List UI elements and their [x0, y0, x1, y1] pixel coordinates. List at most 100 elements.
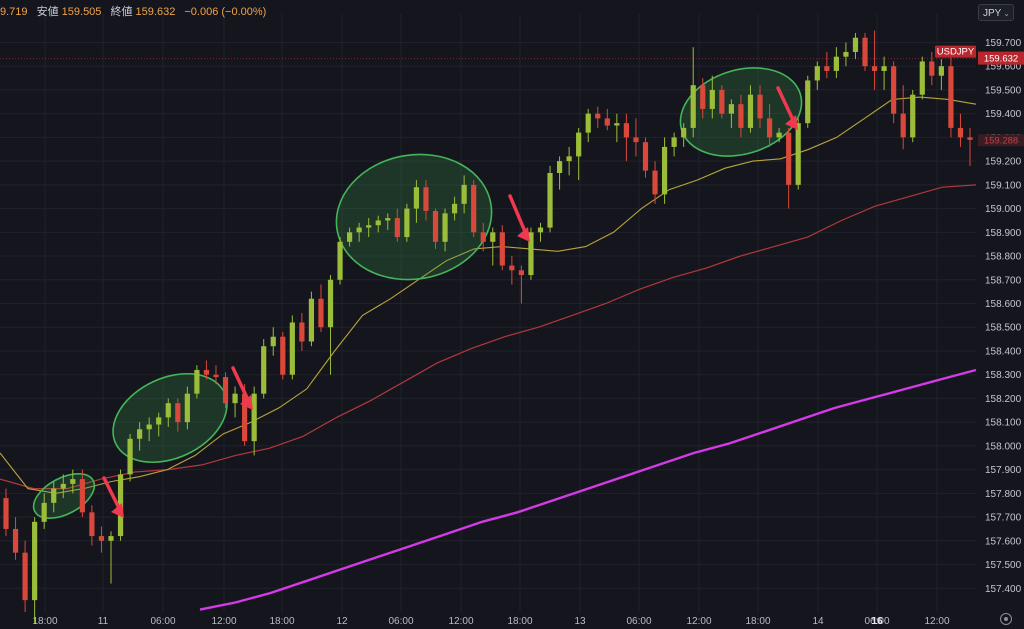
- candle-body: [929, 61, 935, 76]
- candle-body: [366, 225, 372, 228]
- candle-body: [938, 66, 944, 76]
- candle-body: [891, 66, 897, 114]
- candle-body: [32, 521, 38, 601]
- candle-body: [308, 298, 315, 342]
- symbol-tag: [935, 45, 976, 58]
- price-tick-label: 157.800: [985, 489, 1022, 500]
- candle-body: [423, 187, 429, 211]
- candle-body: [232, 393, 238, 404]
- time-tick-label: 18:00: [32, 616, 57, 627]
- currency-select-value: JPY: [983, 8, 1002, 19]
- price-tick-label: 158.100: [985, 418, 1022, 429]
- candle-body: [404, 208, 410, 238]
- signal-arrow-shaft: [508, 194, 528, 236]
- candle-body: [442, 213, 448, 242]
- ma-fast-line: [0, 96, 977, 494]
- candle-body: [222, 377, 229, 404]
- candle-body: [413, 187, 420, 209]
- candle-body: [814, 66, 820, 81]
- candle-body: [795, 123, 801, 185]
- low-label: 安値: [36, 6, 59, 18]
- candle-body: [3, 498, 9, 529]
- ma-mid-line: [0, 184, 977, 490]
- candle-body: [451, 203, 458, 214]
- candle-body: [70, 479, 76, 484]
- candle-body: [60, 483, 66, 489]
- price-tick-label: 157.600: [985, 536, 1022, 547]
- candle-body: [957, 127, 964, 138]
- candle-body: [461, 184, 467, 204]
- time-tick-label: 06:00: [626, 616, 651, 627]
- candle-body: [375, 220, 381, 226]
- gear-icon[interactable]: [1000, 613, 1012, 625]
- price-tick-label: 159.000: [985, 204, 1022, 215]
- candle-body: [576, 132, 582, 157]
- candle-body: [194, 369, 200, 394]
- candle-body: [41, 502, 47, 522]
- candle-body: [327, 279, 334, 328]
- signal-arrow-head: [785, 115, 798, 130]
- candle-body: [747, 94, 754, 128]
- time-tick-label: 06:00: [864, 616, 889, 627]
- candle-body: [642, 142, 649, 171]
- price-tick-label: 159.200: [985, 157, 1022, 168]
- time-tick-label: 06:00: [150, 616, 175, 627]
- candle-body: [919, 61, 925, 95]
- candle-body: [213, 374, 219, 378]
- candle-body: [12, 528, 19, 553]
- price-tick-label: 158.800: [985, 252, 1022, 263]
- price-tick-label: 158.600: [985, 299, 1022, 310]
- candle-body: [280, 336, 286, 375]
- candle-body: [948, 66, 954, 128]
- candle-body: [614, 123, 620, 126]
- candle-body: [652, 170, 658, 195]
- candle-body: [690, 85, 696, 128]
- moving-averages: [0, 96, 977, 611]
- ref-price-label: 159.288: [984, 136, 1018, 147]
- candle-body: [337, 241, 343, 280]
- candle-body: [537, 227, 544, 233]
- candle-body: [318, 298, 324, 328]
- price-axis[interactable]: 159.700159.600159.500159.400159.300159.2…: [935, 38, 1024, 595]
- candle-body: [862, 37, 868, 67]
- candle-body: [499, 232, 505, 266]
- currency-select[interactable]: JPY ⌄: [978, 4, 1014, 21]
- candle-body: [518, 270, 525, 276]
- time-tick-label: 18:00: [507, 616, 532, 627]
- candles: [3, 30, 973, 624]
- ref-price-tag: [978, 134, 1024, 147]
- candle-body: [881, 66, 887, 71]
- time-tick-label: 06:00: [388, 616, 413, 627]
- candle-body: [604, 118, 610, 126]
- candle-body: [805, 80, 811, 124]
- price-tick-label: 158.300: [985, 370, 1022, 381]
- candle-body: [165, 403, 171, 418]
- ohlc-legend: 9.719 安値 159.505 終値 159.632 −0.006 (−0.0…: [0, 3, 266, 19]
- candle-body: [633, 137, 639, 143]
- candle-body: [261, 346, 267, 394]
- signal-arrow-head: [111, 503, 124, 518]
- candle-body: [671, 137, 677, 147]
- candle-body: [623, 123, 629, 138]
- price-tick-label: 159.600: [985, 62, 1022, 73]
- price-tick-label: 159.500: [985, 85, 1022, 96]
- candle-body: [22, 552, 28, 601]
- candle-body: [738, 104, 744, 128]
- candle-body: [700, 85, 706, 109]
- time-axis[interactable]: 18:00 11 06:00 12:00 18:00 12 06:00 12:00 18:00 1…: [32, 616, 949, 627]
- close-value: 159.632: [135, 6, 176, 18]
- candle-body: [490, 232, 496, 242]
- time-tick-label: 13: [574, 616, 586, 627]
- price-tick-label: 159.400: [985, 109, 1022, 120]
- candle-body: [356, 227, 362, 233]
- last-price-tag: [978, 51, 1024, 65]
- candle-body: [766, 118, 773, 138]
- signal-arrow-shaft: [231, 366, 251, 404]
- price-tick-label: 157.500: [985, 560, 1022, 571]
- candle-body: [910, 94, 916, 138]
- candle-body: [566, 156, 572, 162]
- time-tick-label: 18:00: [745, 616, 770, 627]
- candle-body: [432, 210, 439, 242]
- candle-body: [728, 104, 734, 114]
